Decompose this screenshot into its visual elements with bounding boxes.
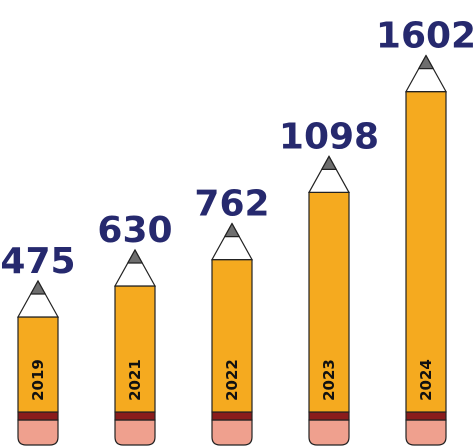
pencil-body [17, 316, 59, 413]
pencil-lead [30, 280, 46, 295]
eraser [114, 419, 156, 446]
ferrule [308, 411, 350, 421]
ferrule [114, 411, 156, 421]
pencil-lead [127, 249, 143, 264]
eraser [17, 419, 59, 446]
pencil-tip [16, 279, 60, 318]
pencil: 2022 762 [194, 184, 270, 446]
pencil-tip [404, 54, 448, 93]
year-label: 2019 [29, 359, 47, 401]
year-label: 2023 [320, 359, 338, 401]
eraser [405, 419, 447, 446]
ferrule [17, 411, 59, 421]
value-label: 630 [97, 210, 172, 251]
pencil-tip [210, 222, 254, 261]
pencil-body [405, 90, 447, 413]
pencil-lead [418, 54, 434, 70]
pencil-lead [224, 223, 240, 238]
year-label: 2021 [126, 359, 144, 401]
pencil: 2019 475 [0, 241, 76, 446]
year-label: 2024 [417, 359, 435, 401]
pencil: 2024 1602 [376, 16, 474, 446]
ferrule [405, 411, 447, 421]
pencil-tip [113, 248, 157, 287]
year-label: 2022 [223, 359, 241, 401]
pencil: 2023 1098 [279, 116, 379, 446]
pencil-lead [321, 155, 337, 170]
value-label: 762 [194, 184, 269, 225]
value-label: 1602 [376, 16, 474, 57]
pencil-tip [307, 155, 351, 193]
eraser [211, 419, 253, 446]
pencil: 2021 630 [97, 210, 173, 446]
ferrule [211, 411, 253, 421]
value-label: 1098 [279, 116, 379, 157]
value-label: 475 [0, 241, 75, 282]
eraser [308, 419, 350, 446]
